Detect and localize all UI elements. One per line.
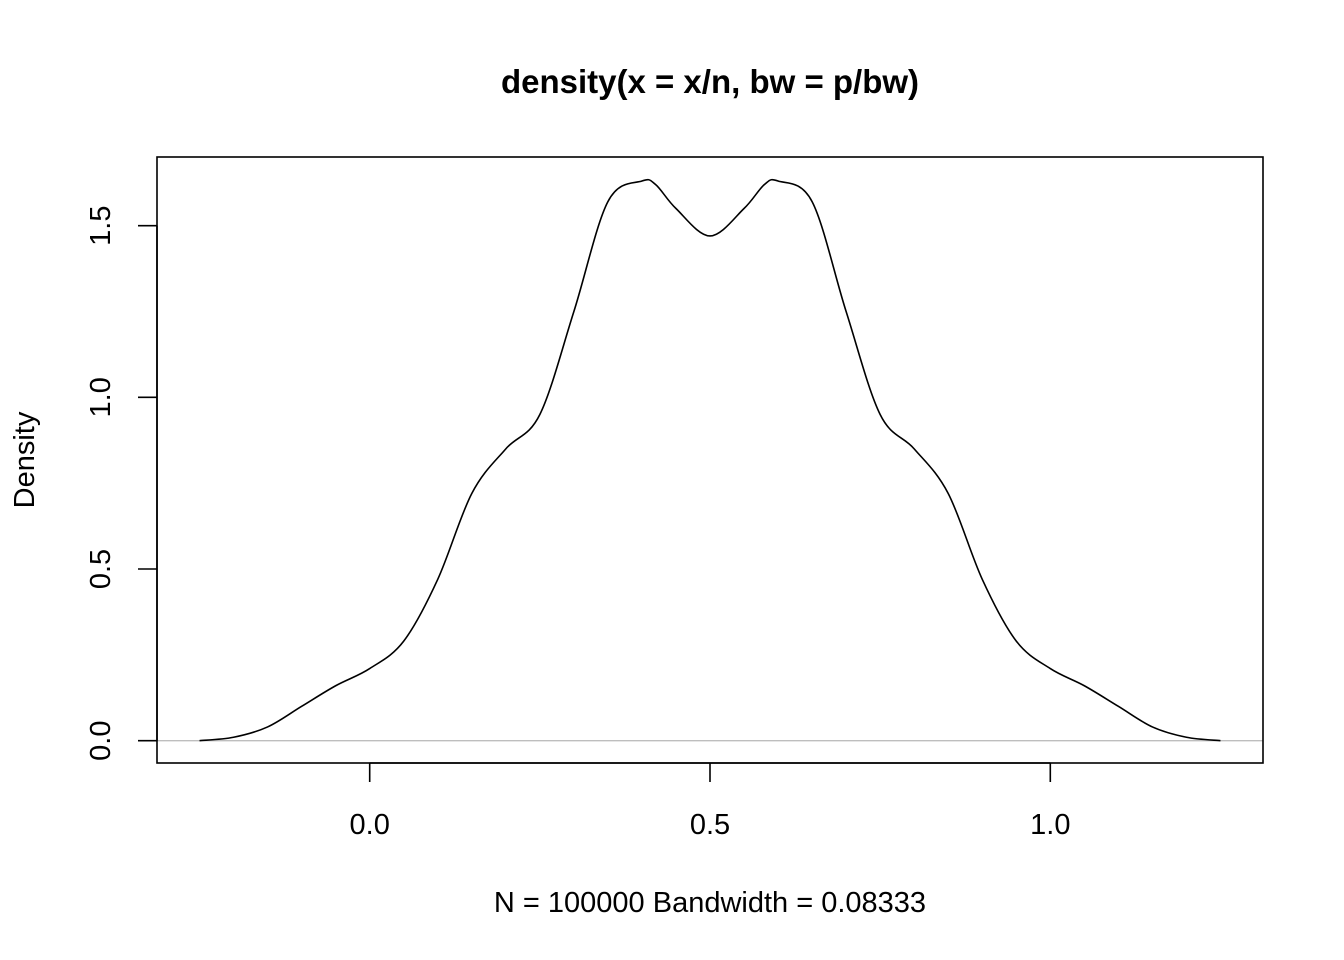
y-tick-label: 0.0 — [85, 721, 117, 761]
x-axis-label: N = 100000 Bandwidth = 0.08333 — [494, 887, 926, 919]
chart-title: density(x = x/n, bw = p/bw) — [501, 63, 919, 100]
plot-frame — [156, 156, 1264, 764]
density-line-layer — [199, 178, 1221, 742]
x-axis: 0.0 0.5 1.0 — [350, 762, 1070, 841]
x-tick-label: 0.5 — [690, 809, 730, 841]
density-series-line — [199, 178, 1221, 742]
y-axis-label: Density — [9, 411, 41, 508]
y-tick-label: 0.5 — [85, 549, 117, 589]
x-tick-label: 1.0 — [1030, 809, 1070, 841]
y-tick-label: 1.0 — [85, 377, 117, 417]
y-tick-label: 1.5 — [85, 206, 117, 246]
y-axis: 0.0 0.5 1.0 1.5 — [85, 206, 158, 761]
x-tick-label: 0.0 — [350, 809, 390, 841]
